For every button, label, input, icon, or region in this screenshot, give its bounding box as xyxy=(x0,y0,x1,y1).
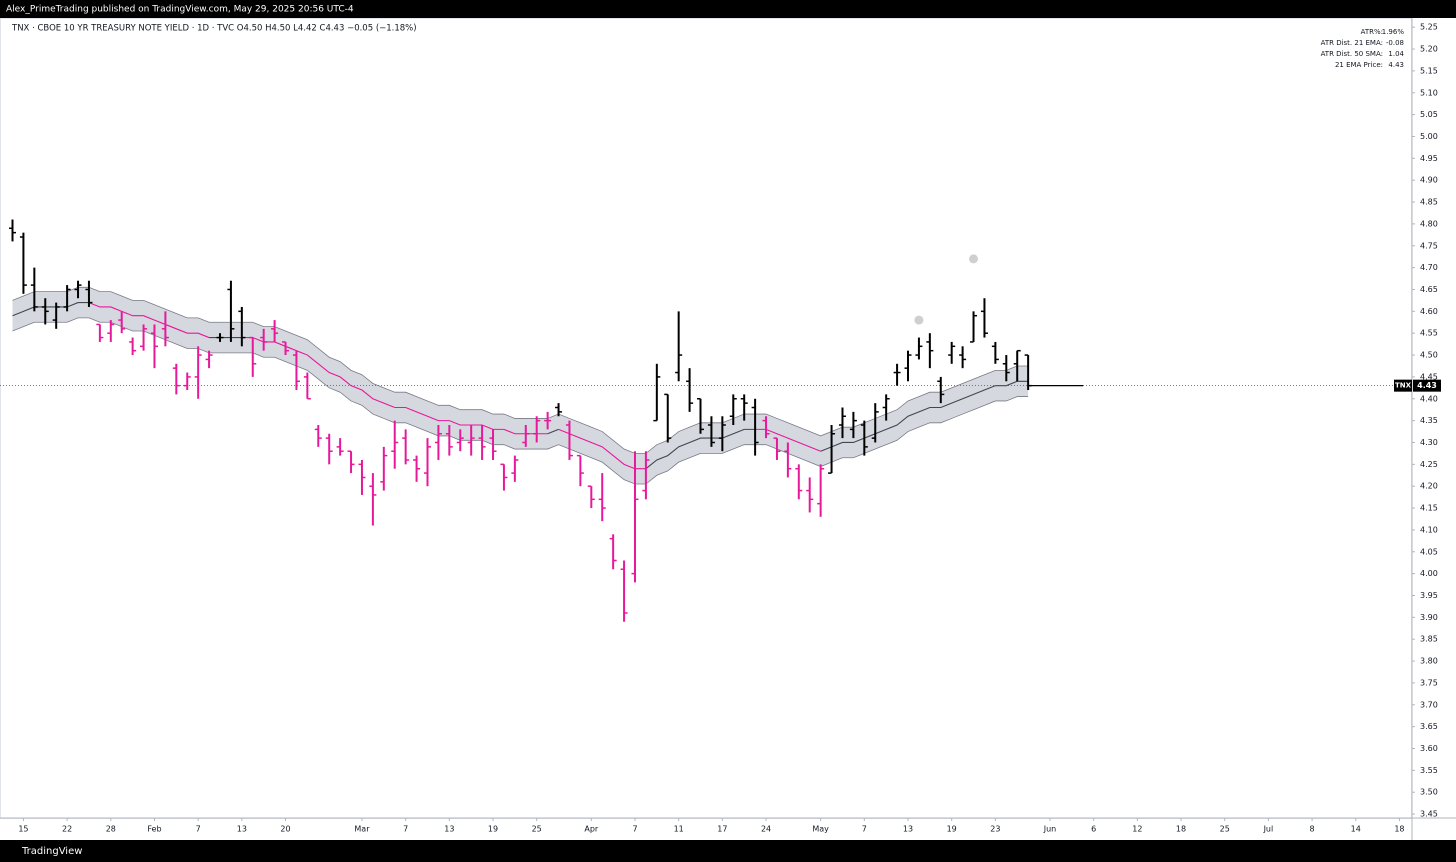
footer-logo: TradingView xyxy=(21,846,82,857)
info-value: 1.04 xyxy=(1388,50,1404,58)
y-tick-label: 4.05 xyxy=(1420,547,1438,556)
band-edge xyxy=(12,317,1029,485)
x-tick-label: Feb xyxy=(147,825,161,834)
header-bar xyxy=(0,0,1456,18)
ema-line xyxy=(12,302,89,317)
price-tag-name: TNX xyxy=(1395,382,1412,390)
footer-bar xyxy=(0,840,1456,862)
y-tick-label: 4.70 xyxy=(1420,263,1438,272)
y-tick-label: 5.05 xyxy=(1420,110,1438,119)
price-tag-value: 4.43 xyxy=(1417,381,1437,390)
ema-line xyxy=(558,428,646,470)
band-fill xyxy=(12,287,1029,485)
y-tick-label: 4.40 xyxy=(1420,394,1438,403)
y-tick-label: 5.10 xyxy=(1420,88,1438,97)
ema-line xyxy=(547,428,559,435)
y-tick-label: 4.45 xyxy=(1420,372,1438,381)
x-tick-label: 25 xyxy=(532,825,542,834)
x-tick-label: 7 xyxy=(632,825,637,834)
y-tick-label: 3.60 xyxy=(1420,744,1438,753)
x-tick-label: 8 xyxy=(1310,825,1315,834)
signal-dot xyxy=(914,315,924,325)
ema-line xyxy=(820,380,1029,452)
y-tick-label: 4.00 xyxy=(1420,569,1438,578)
y-tick-label: 4.15 xyxy=(1420,504,1438,513)
x-tick-label: 19 xyxy=(947,825,957,834)
y-tick-label: 4.55 xyxy=(1420,329,1438,338)
y-tick-label: 4.20 xyxy=(1420,482,1438,491)
x-tick-label: 7 xyxy=(403,825,408,834)
y-tick-label: 4.25 xyxy=(1420,460,1438,469)
x-tick-label: 25 xyxy=(1220,825,1230,834)
x-tick-label: 7 xyxy=(862,825,867,834)
y-tick-label: 4.10 xyxy=(1420,525,1438,534)
plot-area xyxy=(0,18,1412,819)
y-tick-label: 3.95 xyxy=(1420,591,1438,600)
y-tick-label: 5.20 xyxy=(1420,45,1438,54)
y-tick-label: 5.00 xyxy=(1420,132,1438,141)
y-tick-label: 4.35 xyxy=(1420,416,1438,425)
info-value: 1.96% xyxy=(1382,28,1405,36)
y-tick-label: 4.85 xyxy=(1420,198,1438,207)
x-tick-label: 19 xyxy=(488,825,498,834)
signal-dot xyxy=(969,254,979,264)
x-tick-label: 18 xyxy=(1176,825,1186,834)
x-tick-label: 14 xyxy=(1351,825,1361,834)
x-tick-label: Jul xyxy=(1263,825,1274,834)
y-tick-label: 4.50 xyxy=(1420,351,1438,360)
x-tick-label: 13 xyxy=(444,825,454,834)
info-label: ATR Dist. 21 EMA: xyxy=(1321,39,1383,47)
x-tick-label: 13 xyxy=(237,825,247,834)
info-label: ATR Dist. 50 SMA: xyxy=(1321,50,1383,58)
x-tick-label: May xyxy=(812,825,829,834)
y-tick-label: 3.85 xyxy=(1420,635,1438,644)
x-tick-label: 20 xyxy=(280,825,290,834)
y-tick-label: 3.70 xyxy=(1420,700,1438,709)
x-tick-label: Jun xyxy=(1043,825,1057,834)
x-tick-label: 24 xyxy=(761,825,771,834)
y-tick-label: 3.50 xyxy=(1420,788,1438,797)
x-tick-label: 6 xyxy=(1091,825,1096,834)
x-tick-label: 22 xyxy=(62,825,72,834)
ema-line xyxy=(645,428,756,470)
info-value: 4.43 xyxy=(1388,61,1404,69)
x-tick-label: Mar xyxy=(354,825,370,834)
info-label: ATR%: xyxy=(1361,28,1383,36)
header-text: Alex_PrimeTrading published on TradingVi… xyxy=(6,5,354,15)
x-tick-label: 18 xyxy=(1394,825,1404,834)
y-tick-label: 3.55 xyxy=(1420,766,1438,775)
y-tick-label: 3.75 xyxy=(1420,678,1438,687)
x-tick-label: 11 xyxy=(674,825,684,834)
y-tick-label: 4.80 xyxy=(1420,219,1438,228)
x-tick-label: Apr xyxy=(584,825,599,834)
x-tick-label: 13 xyxy=(903,825,913,834)
y-tick-label: 5.15 xyxy=(1420,66,1438,75)
y-tick-label: 4.90 xyxy=(1420,176,1438,185)
y-tick-label: 4.30 xyxy=(1420,438,1438,447)
info-label: 21 EMA Price: xyxy=(1335,61,1383,69)
y-tick-label: 3.90 xyxy=(1420,613,1438,622)
y-tick-label: 4.60 xyxy=(1420,307,1438,316)
y-tick-label: 3.80 xyxy=(1420,657,1438,666)
info-value: -0.08 xyxy=(1386,39,1404,47)
y-tick-label: 4.65 xyxy=(1420,285,1438,294)
price-tag-bg xyxy=(1413,379,1441,392)
price-tag-name-bg xyxy=(1394,379,1412,392)
y-tick-label: 5.25 xyxy=(1420,23,1438,32)
band-edge xyxy=(12,286,1029,454)
x-tick-label: 12 xyxy=(1132,825,1142,834)
x-tick-label: 28 xyxy=(106,825,116,834)
x-tick-label: 23 xyxy=(990,825,1000,834)
x-tick-label: 17 xyxy=(717,825,727,834)
y-tick-label: 4.95 xyxy=(1420,154,1438,163)
ema-line xyxy=(241,337,548,435)
ema-line xyxy=(88,302,210,339)
y-tick-label: 3.65 xyxy=(1420,722,1438,731)
y-tick-label: 3.45 xyxy=(1420,810,1438,819)
y-tick-label: 4.75 xyxy=(1420,241,1438,250)
x-tick-label: 15 xyxy=(18,825,28,834)
x-tick-label: 7 xyxy=(196,825,201,834)
legend: TNX · CBOE 10 YR TREASURY NOTE YIELD · 1… xyxy=(11,24,417,34)
